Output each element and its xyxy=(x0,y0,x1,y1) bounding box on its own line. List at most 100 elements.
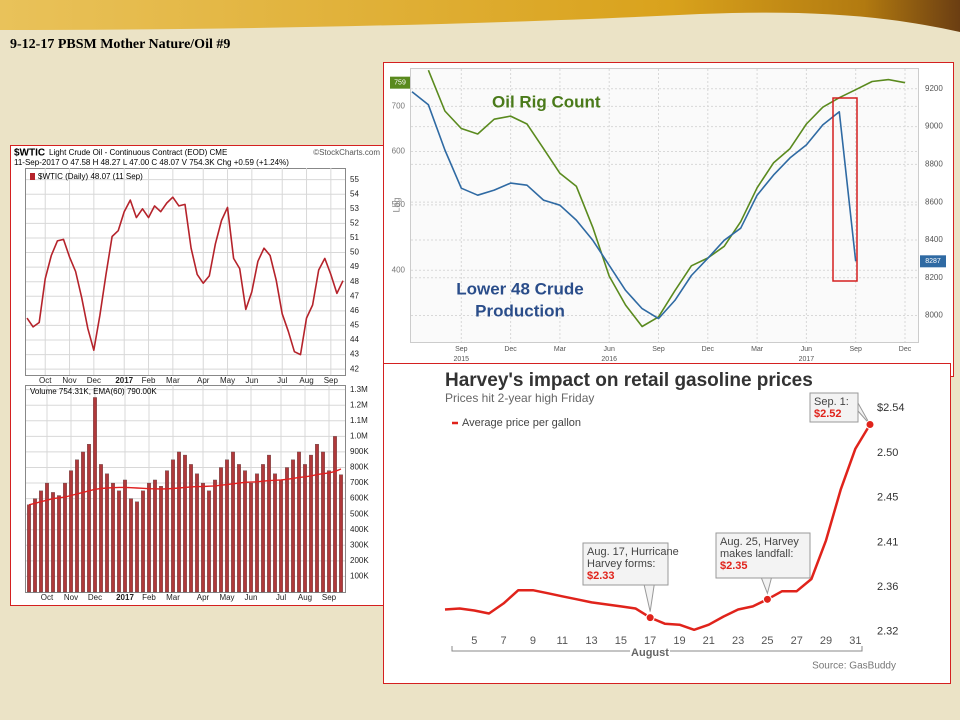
y-tick-label: 400K xyxy=(350,525,369,534)
bar xyxy=(243,470,247,593)
y-tick-label: 9000 xyxy=(925,122,943,131)
bar xyxy=(267,454,271,593)
bar xyxy=(231,451,235,593)
x-tick-label: 5 xyxy=(471,635,477,647)
y-tick-label: 500K xyxy=(350,509,369,518)
y-tick-label: 42 xyxy=(350,364,359,373)
bar xyxy=(153,479,157,593)
data-label: $2.35 xyxy=(720,560,748,572)
plot-frame xyxy=(25,168,346,376)
bar xyxy=(183,454,187,593)
value-tag-label: 8287 xyxy=(925,258,941,265)
x-tick-label: 2017 xyxy=(115,376,133,385)
chart-title: Light Crude Oil - Continuous Contract (E… xyxy=(49,148,227,157)
bar xyxy=(321,451,325,593)
x-tick-label: Oct xyxy=(39,376,52,385)
x-tick-label: 29 xyxy=(820,635,832,647)
highlight xyxy=(832,97,858,282)
bar xyxy=(309,454,313,593)
bar xyxy=(51,492,55,593)
y-tick-label: 53 xyxy=(350,204,359,213)
y-tick-label: 54 xyxy=(350,189,359,198)
bar xyxy=(57,495,61,593)
bar xyxy=(303,464,307,593)
annotation: Harvey forms: xyxy=(587,558,655,570)
credit: ©StockCharts.com xyxy=(313,148,380,157)
x-tick-label: 7 xyxy=(501,635,507,647)
bar xyxy=(249,482,253,593)
source: Source: GasBuddy xyxy=(812,661,896,672)
y-tick-label: 1.1M xyxy=(350,416,368,425)
y-tick-label: 600K xyxy=(350,494,369,503)
y-tick-label: 48 xyxy=(350,277,359,286)
x-tick-label: Mar xyxy=(166,593,180,602)
bar xyxy=(111,482,115,593)
y-tick-label: 8400 xyxy=(925,235,943,244)
x-tick-label: Jul xyxy=(276,593,286,602)
x-tick-sublabel: 2015 xyxy=(454,356,470,363)
data-point xyxy=(865,420,875,430)
x-tick-label: May xyxy=(219,593,234,602)
bar xyxy=(99,464,103,593)
annotation: Production xyxy=(475,301,565,320)
x-tick-label: 19 xyxy=(673,635,685,647)
y-tick-label: 600 xyxy=(392,147,406,156)
y-tick-label: 900K xyxy=(350,447,369,456)
x-tick-label: 27 xyxy=(791,635,803,647)
x-tick-label: Dec xyxy=(899,346,912,353)
y-tick-label: 1.0M xyxy=(350,431,368,440)
y-tick-label: 100K xyxy=(350,572,369,581)
legend-label: Average price per gallon xyxy=(462,417,581,429)
line-series xyxy=(26,196,344,356)
bar xyxy=(339,474,343,593)
bar xyxy=(141,490,145,593)
x-tick-label: Dec xyxy=(504,346,517,353)
bar xyxy=(333,436,337,593)
y-tick-label: 8000 xyxy=(925,311,943,320)
x-tick-label: Jun xyxy=(604,346,615,353)
x-tick-label: Feb xyxy=(142,376,156,385)
line-series xyxy=(28,468,342,506)
x-tick-label: 17 xyxy=(644,635,656,647)
y-tick-label: 500 xyxy=(392,200,406,209)
callout xyxy=(582,542,669,586)
value-tag xyxy=(390,76,410,89)
x-tick-label: Mar xyxy=(554,346,567,353)
bar xyxy=(237,464,241,593)
x-tick-label: Sep xyxy=(849,346,862,353)
bar xyxy=(45,482,49,593)
callout xyxy=(715,532,811,579)
x-tick-label: 21 xyxy=(703,635,715,647)
x-tick-label: Nov xyxy=(64,593,78,602)
y-tick-label: 9200 xyxy=(925,84,943,93)
y-tick-label: 200K xyxy=(350,556,369,565)
data-label: $2.52 xyxy=(814,408,842,420)
x-tick-label: Aug xyxy=(299,376,313,385)
bar xyxy=(171,459,175,593)
y-tick-label: 50 xyxy=(350,248,359,257)
plot-frame xyxy=(410,68,919,343)
bar xyxy=(207,490,211,593)
bar xyxy=(87,443,91,593)
x-tick-label: Sep xyxy=(322,593,337,602)
y-tick-label: $2.54 xyxy=(877,402,905,414)
annotation: Aug. 17, Hurricane xyxy=(587,546,679,558)
x-tick-label: Apr xyxy=(197,593,210,602)
x-tick-label: 9 xyxy=(530,635,536,647)
x-tick-label: 31 xyxy=(849,635,861,647)
bar xyxy=(201,482,205,593)
y-tick-label: 49 xyxy=(350,262,359,271)
y-tick-label: 2.50 xyxy=(877,447,898,459)
bar xyxy=(93,397,97,593)
bar xyxy=(327,470,331,593)
x-tick-label: May xyxy=(220,376,235,385)
data-point xyxy=(762,594,772,604)
line-series xyxy=(427,69,906,328)
bar xyxy=(177,451,181,593)
legend-swatch xyxy=(30,173,35,180)
bar xyxy=(255,473,259,593)
x-tick-label: 23 xyxy=(732,635,744,647)
value-tag-label: 759 xyxy=(394,80,406,87)
bar xyxy=(117,490,121,593)
